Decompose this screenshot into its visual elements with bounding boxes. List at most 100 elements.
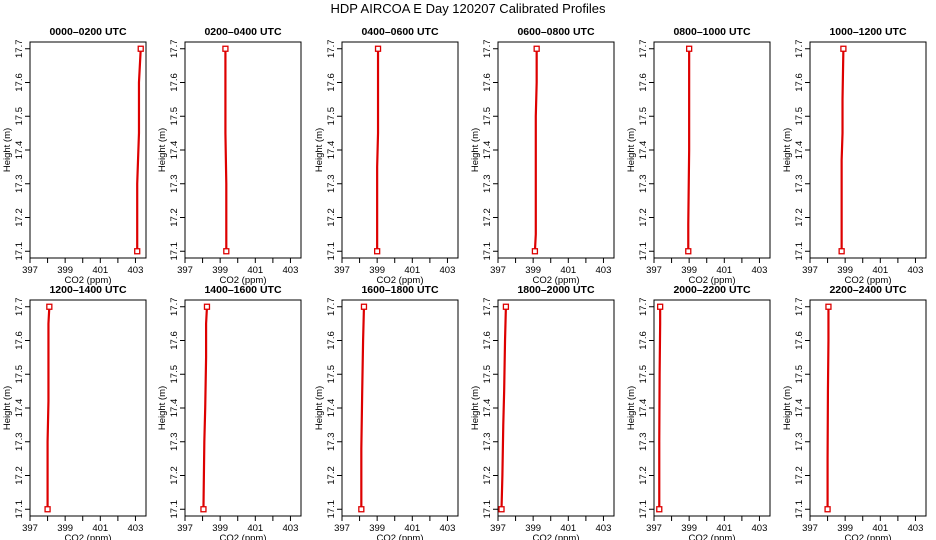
data-point-marker (686, 45, 693, 52)
y-tick-label: 17.4 (638, 141, 649, 160)
x-axis-label: CO2 (ppm) (533, 533, 580, 540)
profile-line (533, 48, 538, 252)
panel-5: 0800–1000 UTC 397 399 401 403 CO2 (ppm) 17.1 17… (626, 26, 771, 286)
y-tick-label: 17.2 (482, 466, 493, 485)
data-point-marker (222, 45, 229, 52)
y-tick-label: 17.7 (482, 298, 493, 317)
y-axis-label: Height (m) (314, 386, 325, 430)
y-tick-label: 17.5 (638, 365, 649, 384)
profile-line (500, 306, 508, 510)
y-axis-label: Height (m) (782, 128, 793, 172)
y-tick-label: 17.3 (326, 433, 337, 452)
panel-1: 0000–0200 UTC 397 399 401 403 CO2 (ppm) 17.1 17… (2, 26, 147, 286)
panel-7: 1200–1400 UTC 397 399 401 403 CO2 (ppm) 17.1 17… (2, 284, 147, 540)
y-tick-label: 17.3 (169, 175, 180, 194)
y-tick-label: 17.6 (169, 73, 180, 92)
data-point-marker (840, 45, 847, 52)
data-point-marker (137, 45, 144, 52)
profile-line (840, 48, 845, 252)
x-tick-label: 397 (177, 265, 193, 276)
x-tick-label: 397 (490, 265, 506, 276)
data-point-marker (657, 303, 664, 310)
x-tick-label: 397 (802, 265, 818, 276)
y-tick-label: 17.4 (794, 141, 805, 160)
y-tick-label: 17.1 (326, 242, 337, 261)
x-tick-label: 397 (177, 523, 193, 534)
data-point-marker (656, 506, 663, 513)
x-tick-label: 403 (440, 265, 456, 276)
panel-9: 1600–1800 UTC 397 399 401 403 CO2 (ppm) 17.1 17… (314, 284, 459, 540)
plot-frame (341, 299, 459, 517)
y-tick-label: 17.1 (14, 500, 25, 519)
x-axis-label: CO2 (ppm) (377, 533, 424, 540)
y-tick-label: 17.4 (482, 399, 493, 418)
y-tick-label: 17.6 (14, 331, 25, 350)
y-tick-label: 17.6 (482, 73, 493, 92)
y-tick-label: 17.1 (482, 242, 493, 261)
y-tick-label: 17.1 (482, 500, 493, 519)
y-tick-label: 17.6 (638, 331, 649, 350)
x-tick-label: 403 (596, 265, 612, 276)
x-tick-label: 397 (22, 523, 38, 534)
y-tick-label: 17.6 (326, 331, 337, 350)
y-axis-label: Height (m) (2, 128, 13, 172)
data-point-marker (531, 248, 539, 255)
y-tick-label: 17.6 (794, 331, 805, 350)
profile-line (376, 48, 380, 252)
data-point-marker (360, 303, 368, 310)
x-tick-label: 397 (646, 523, 662, 534)
y-tick-label: 17.2 (169, 208, 180, 227)
y-axis-label: Height (m) (157, 128, 168, 172)
plot-frame (184, 299, 302, 517)
y-axis-label: Height (m) (314, 128, 325, 172)
panel-8: 1400–1600 UTC 397 399 401 403 CO2 (ppm) 17.1 17… (157, 284, 302, 540)
y-axis-label: Height (m) (782, 386, 793, 430)
x-tick-label: 403 (128, 523, 144, 534)
panel-title: 0600–0800 UTC (517, 26, 594, 38)
y-tick-label: 17.7 (14, 40, 25, 59)
y-axis-label: Height (m) (626, 386, 637, 430)
panel-title: 2200–2400 UTC (829, 284, 906, 296)
panel-title: 1000–1200 UTC (829, 26, 906, 38)
profile-line (658, 306, 662, 510)
plot-frame (653, 41, 771, 259)
y-tick-label: 17.7 (326, 298, 337, 317)
profile-line (687, 48, 691, 252)
plot-frame (29, 41, 147, 259)
x-tick-label: 397 (334, 523, 350, 534)
profile-line (136, 48, 142, 252)
x-tick-label: 401 (716, 523, 732, 534)
x-tick-label: 399 (369, 265, 385, 276)
y-axis-label: Height (m) (2, 386, 13, 430)
y-tick-label: 17.1 (794, 242, 805, 261)
y-tick-label: 17.7 (482, 40, 493, 59)
x-tick-label: 397 (22, 265, 38, 276)
x-axis-label: CO2 (ppm) (220, 533, 267, 540)
x-axis-label: CO2 (ppm) (220, 275, 267, 286)
y-tick-label: 17.4 (482, 141, 493, 160)
panel-title: 1800–2000 UTC (517, 284, 594, 296)
y-tick-label: 17.5 (14, 365, 25, 384)
x-tick-label: 399 (681, 523, 697, 534)
y-tick-label: 17.2 (482, 208, 493, 227)
y-tick-label: 17.3 (482, 433, 493, 452)
x-tick-label: 401 (560, 523, 576, 534)
plot-frame (809, 41, 927, 259)
y-axis-label: Height (m) (157, 386, 168, 430)
y-axis-label: Height (m) (470, 386, 481, 430)
y-tick-label: 17.6 (638, 73, 649, 92)
panel-4: 0600–0800 UTC 397 399 401 403 CO2 (ppm) 17.1 17… (470, 26, 615, 286)
x-tick-label: 399 (837, 523, 853, 534)
y-tick-label: 17.6 (169, 331, 180, 350)
panel-11: 2000–2200 UTC 397 399 401 403 CO2 (ppm) 17.1 17… (626, 284, 771, 540)
y-tick-label: 17.7 (169, 40, 180, 59)
panel-title: 0200–0400 UTC (204, 26, 281, 38)
y-tick-label: 17.1 (169, 500, 180, 519)
panel-6: 1000–1200 UTC 397 399 401 403 CO2 (ppm) 17.1 17… (782, 26, 927, 286)
y-tick-label: 17.7 (326, 40, 337, 59)
y-tick-label: 17.5 (169, 365, 180, 384)
data-point-marker (838, 248, 845, 255)
data-point-marker (502, 303, 510, 310)
x-axis-label: CO2 (ppm) (845, 275, 892, 286)
y-axis-label: Height (m) (626, 128, 637, 172)
